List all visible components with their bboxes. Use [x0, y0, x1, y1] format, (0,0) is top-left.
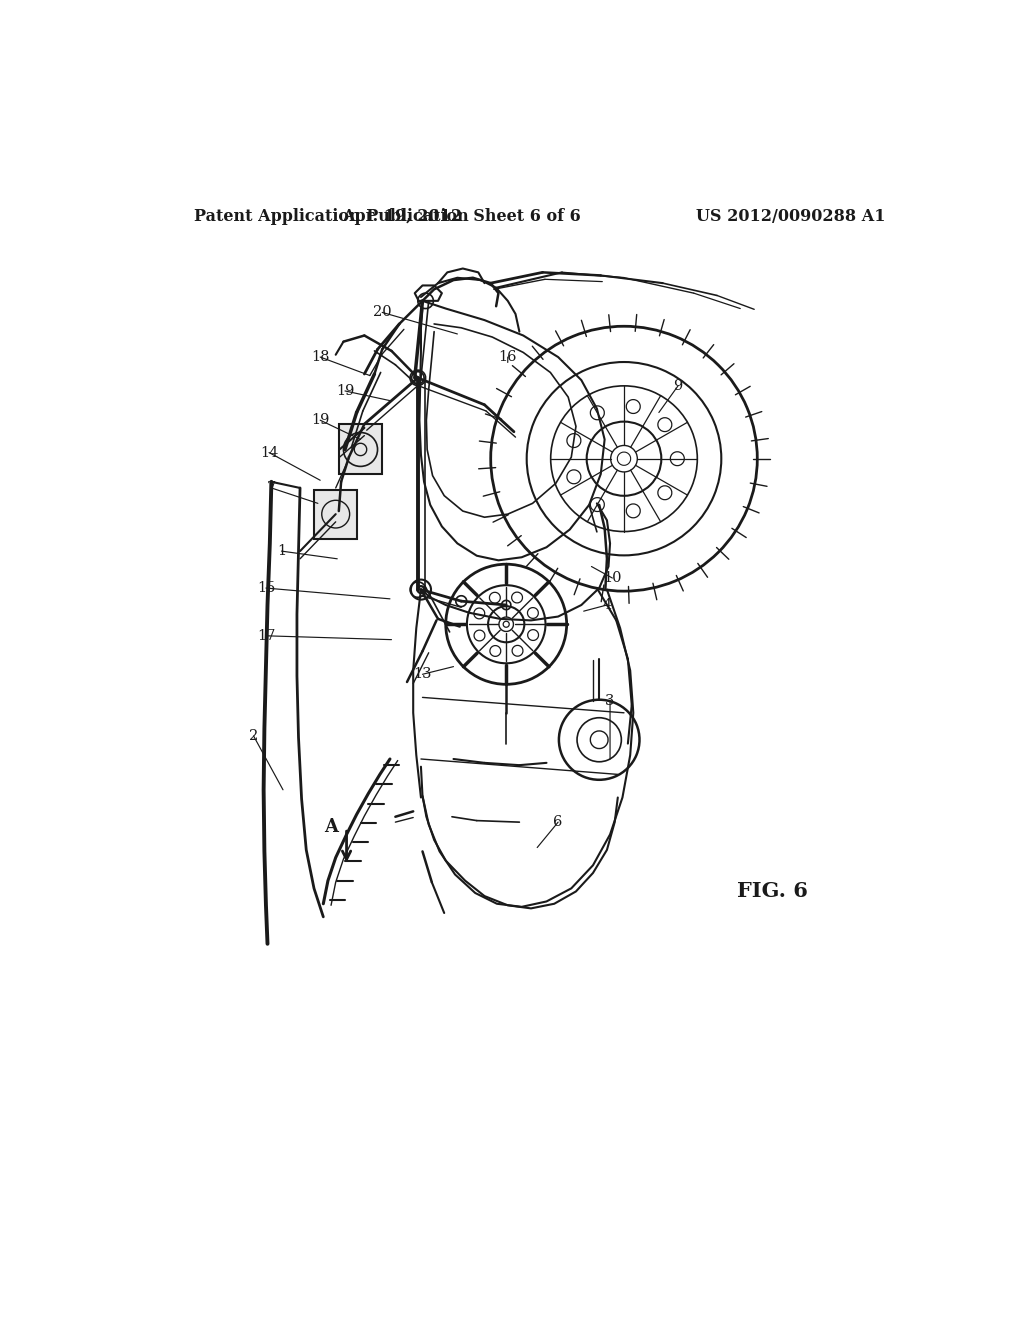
Text: 3: 3 — [605, 694, 614, 709]
Text: 2: 2 — [249, 729, 258, 743]
Text: Patent Application Publication: Patent Application Publication — [194, 207, 469, 224]
Text: 4: 4 — [602, 598, 611, 612]
Text: 14: 14 — [260, 446, 279, 459]
Text: 7: 7 — [266, 480, 276, 495]
Text: 20: 20 — [373, 305, 391, 319]
Text: 9: 9 — [674, 379, 683, 392]
Text: Apr. 19, 2012  Sheet 6 of 6: Apr. 19, 2012 Sheet 6 of 6 — [342, 207, 581, 224]
Bar — [314, 490, 357, 539]
Text: 6: 6 — [553, 816, 563, 829]
Text: 19: 19 — [336, 384, 354, 397]
Text: 18: 18 — [311, 350, 330, 364]
Text: 19: 19 — [311, 413, 330, 428]
Text: 10: 10 — [603, 572, 622, 585]
Text: 16: 16 — [499, 350, 517, 364]
Text: US 2012/0090288 A1: US 2012/0090288 A1 — [696, 207, 886, 224]
Bar — [339, 425, 382, 474]
Text: A: A — [324, 818, 338, 836]
Text: 1: 1 — [276, 544, 286, 558]
Text: 13: 13 — [414, 668, 432, 681]
Text: 15: 15 — [257, 581, 275, 595]
Text: 17: 17 — [257, 628, 275, 643]
Text: FIG. 6: FIG. 6 — [737, 882, 808, 902]
